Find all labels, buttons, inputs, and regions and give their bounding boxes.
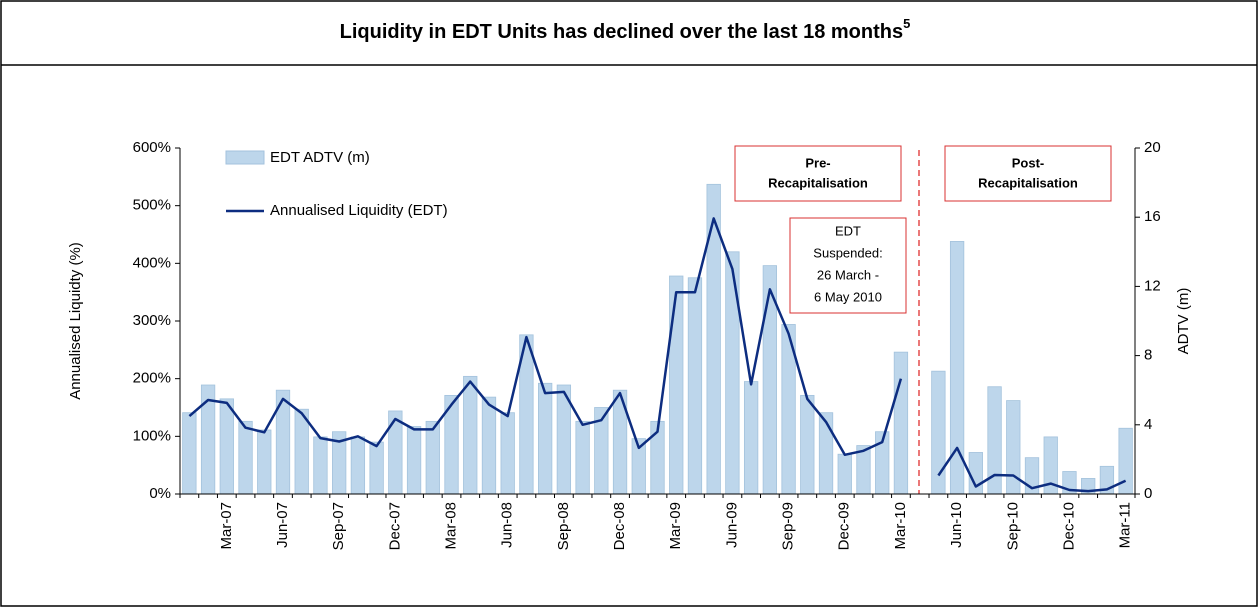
y2-tick-label: 12: [1144, 277, 1161, 294]
suspended-label: 26 March -: [817, 267, 879, 282]
y2-tick-label: 16: [1144, 208, 1161, 225]
bar: [369, 441, 384, 495]
chart-title: Liquidity in EDT Units has declined over…: [340, 16, 911, 43]
bar: [687, 277, 703, 495]
y-tick-label: 500%: [133, 197, 171, 214]
x-tick-label: Dec-09: [836, 502, 853, 550]
y2-tick-label: 0: [1144, 485, 1152, 502]
x-tick-label: Mar-08: [442, 502, 459, 550]
x-tick-label: Dec-07: [386, 502, 403, 550]
bar: [893, 351, 909, 495]
x-tick-label: Sep-09: [780, 502, 797, 550]
bar: [968, 452, 983, 495]
x-tick-label: Dec-10: [1060, 502, 1077, 550]
legend-swatch: [225, 150, 265, 165]
y-tick-label: 600%: [133, 139, 171, 156]
suspended-label: 6 May 2010: [814, 289, 882, 304]
x-tick-label: Sep-07: [330, 502, 347, 550]
legend-label: Annualised Liquidity (EDT): [270, 202, 448, 219]
x-tick-label: Mar-10: [892, 502, 909, 550]
bar: [406, 426, 422, 495]
x-tick-label: Jun-10: [948, 502, 965, 548]
x-tick-label: Mar-09: [667, 502, 684, 550]
x-tick-label: Mar-11: [1117, 502, 1134, 548]
y-tick-label: 100%: [133, 427, 171, 444]
bar: [725, 251, 740, 495]
bar: [538, 382, 553, 495]
x-tick-label: Jun-07: [274, 502, 291, 548]
y2-axis-title: ADTV (m): [1175, 288, 1192, 355]
post-label: Recapitalisation: [978, 175, 1078, 190]
bar: [257, 429, 272, 495]
pre-label: Recapitalisation: [768, 175, 868, 190]
bar: [463, 375, 478, 495]
y-tick-label: 0%: [149, 485, 171, 502]
pre-label: Pre-: [805, 155, 830, 170]
bar: [837, 453, 852, 495]
bar: [818, 412, 834, 495]
bar: [350, 436, 366, 495]
line: [188, 217, 1127, 493]
y2-tick-label: 4: [1144, 416, 1152, 433]
bar: [931, 370, 946, 495]
x-tick-label: Jun-09: [723, 502, 740, 548]
bar: [481, 396, 497, 495]
bar: [743, 381, 759, 495]
plot: 0% 100% 200% 300% 400% 500% 600% 0 4 8 12 16 20 Mar-0…: [133, 139, 1161, 550]
x-tick-label: Sep-08: [555, 502, 572, 550]
y-tick-label: 200%: [133, 370, 171, 387]
post-box: [944, 145, 1112, 202]
x-tick-label: Dec-08: [611, 502, 628, 550]
bar: [388, 410, 403, 495]
y2-tick-label: 20: [1144, 139, 1161, 156]
suspended-label: EDT: [835, 223, 861, 238]
bar: [800, 394, 815, 495]
bar: [294, 408, 309, 495]
bar: [500, 412, 515, 495]
bar: [182, 412, 197, 495]
bar: [669, 275, 684, 495]
x-tick-label: Sep-10: [1004, 502, 1021, 550]
bar: [313, 436, 328, 495]
y-axis-title: Annualised Liquidty (%): [67, 242, 84, 400]
bar: [575, 420, 590, 495]
bar: [219, 398, 234, 495]
post-label: Post-: [1012, 155, 1045, 170]
pre-box: [734, 145, 902, 202]
y-tick-label: 400%: [133, 254, 171, 271]
x-tick-label: Mar-07: [218, 502, 235, 550]
legend-label: EDT ADTV (m): [270, 149, 370, 166]
bar: [238, 420, 253, 495]
suspended-label: Suspended:: [813, 245, 882, 260]
x-tick-label: Jun-08: [499, 502, 516, 548]
suspended-box: [789, 217, 907, 314]
bar: [425, 420, 440, 495]
y2-tick-label: 8: [1144, 347, 1152, 364]
y-tick-label: 300%: [133, 312, 171, 329]
